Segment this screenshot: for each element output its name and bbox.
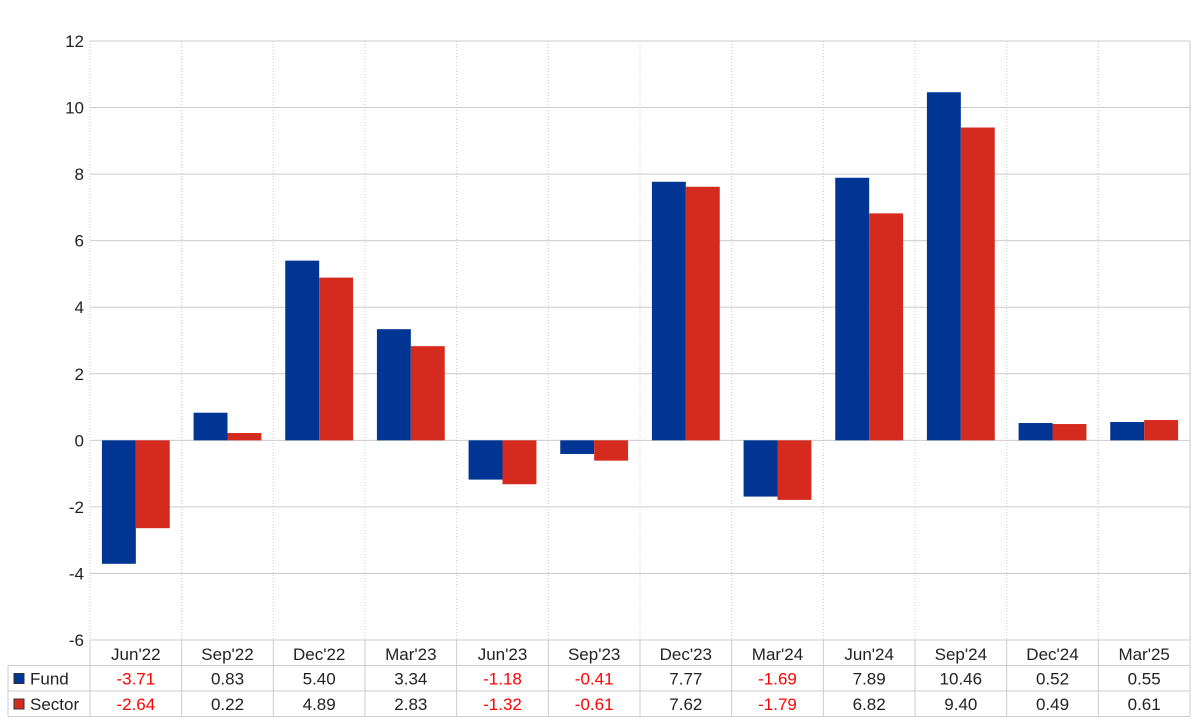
bar-fund <box>1018 423 1053 441</box>
bar-fund <box>1110 422 1145 441</box>
legend-swatch-sector <box>13 698 25 710</box>
bar-sector <box>777 440 812 500</box>
gridlines <box>89 40 1191 641</box>
data-cell-fund: -3.71 <box>116 670 155 689</box>
data-cell-fund: -0.41 <box>575 670 614 689</box>
y-tick-label: 6 <box>75 232 84 251</box>
bar-fund <box>835 177 870 441</box>
bar-sector <box>594 440 629 461</box>
category-label: Jun'24 <box>844 645 894 664</box>
data-cell-sector: 9.40 <box>944 695 977 714</box>
data-cell-fund: 0.55 <box>1128 670 1161 689</box>
data-table: Jun'22 Sep'22 Dec'22 Mar'23 Jun'23 Sep'23 Dec'… <box>7 640 1191 717</box>
bar-fund <box>560 440 595 454</box>
data-cell-fund: 0.83 <box>211 670 244 689</box>
legend-swatch-fund <box>13 673 25 684</box>
bar-sector <box>960 127 995 441</box>
legend-label-fund: Fund <box>30 670 69 689</box>
category-label: Sep'23 <box>568 645 620 664</box>
bar-sector <box>685 186 720 441</box>
bar-fund <box>651 181 686 441</box>
data-cell-fund: -1.69 <box>758 670 797 689</box>
data-cell-sector: -0.61 <box>575 695 614 714</box>
category-label: Sep'24 <box>935 645 987 664</box>
bar-fund <box>376 329 411 441</box>
bar-fund <box>926 92 961 441</box>
y-tick-label: 2 <box>75 365 84 384</box>
data-cell-sector: 2.83 <box>394 695 427 714</box>
bar-sector <box>1052 424 1087 441</box>
category-label: Dec'23 <box>660 645 712 664</box>
data-cell-sector: -1.79 <box>758 695 797 714</box>
data-cell-sector: 0.22 <box>211 695 244 714</box>
bar-fund <box>468 440 503 480</box>
data-cell-fund: 7.89 <box>853 670 886 689</box>
data-cell-fund: 10.46 <box>940 670 983 689</box>
data-cell-fund: 7.77 <box>669 670 702 689</box>
category-label: Jun'22 <box>111 645 161 664</box>
bar-sector <box>502 440 537 485</box>
y-tick-label: 10 <box>65 99 84 118</box>
data-cell-fund: -1.18 <box>483 670 522 689</box>
data-cell-sector: -2.64 <box>116 695 155 714</box>
bar-sector <box>1144 420 1179 441</box>
bar-fund <box>101 440 136 564</box>
data-cell-fund: 5.40 <box>303 670 336 689</box>
data-cell-sector: -1.32 <box>483 695 522 714</box>
bar-sector <box>869 213 904 441</box>
category-label: Sep'22 <box>201 645 253 664</box>
bar-sector <box>227 433 262 441</box>
y-tick-label: 0 <box>75 431 84 450</box>
bar-fund <box>193 412 228 441</box>
category-label: Dec'22 <box>293 645 345 664</box>
y-tick-label: -4 <box>69 564 84 583</box>
data-cell-sector: 7.62 <box>669 695 702 714</box>
y-tick-label: -6 <box>69 631 84 650</box>
category-label: Mar'24 <box>752 645 803 664</box>
legend-label-sector: Sector <box>30 695 79 714</box>
category-label: Mar'23 <box>385 645 436 664</box>
bar-fund <box>743 440 778 497</box>
data-cell-sector: 6.82 <box>853 695 886 714</box>
bars <box>101 92 1179 564</box>
y-tick-label: 8 <box>75 165 84 184</box>
y-tick-label: -2 <box>69 498 84 517</box>
category-label: Dec'24 <box>1026 645 1078 664</box>
bar-fund <box>285 260 320 441</box>
y-tick-label: 4 <box>75 298 84 317</box>
y-tick-label: 12 <box>65 32 84 51</box>
data-cell-sector: 0.61 <box>1128 695 1161 714</box>
data-cell-sector: 4.89 <box>303 695 336 714</box>
category-label: Mar'25 <box>1118 645 1169 664</box>
data-cell-sector: 0.49 <box>1036 695 1069 714</box>
bar-sector <box>410 346 445 441</box>
y-axis: -6 -4 -2 0 2 4 6 8 10 12 <box>65 32 84 650</box>
bar-sector <box>319 277 354 441</box>
data-cell-fund: 3.34 <box>394 670 427 689</box>
data-cell-fund: 0.52 <box>1036 670 1069 689</box>
category-label: Jun'23 <box>478 645 528 664</box>
bar-sector <box>135 440 170 529</box>
